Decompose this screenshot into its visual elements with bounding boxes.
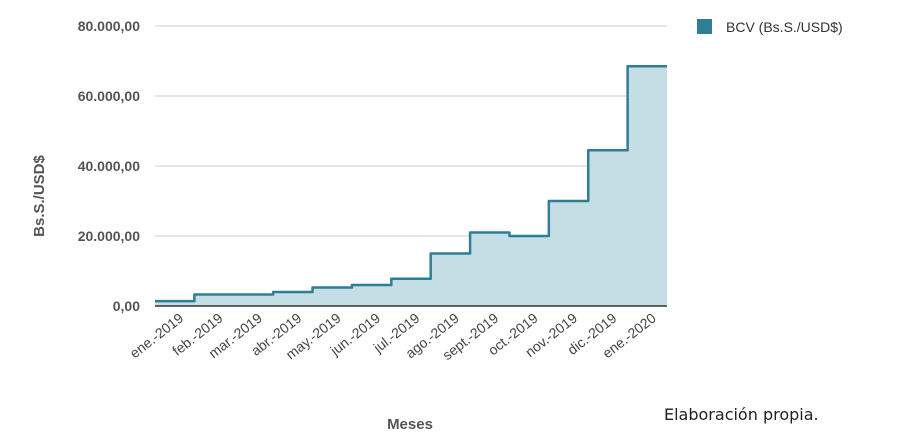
y-axis-ticks: 80.000,00 60.000,00 40.000,00 20.000,00 0,00 — [78, 18, 141, 314]
legend-swatch — [697, 19, 712, 34]
legend: BCV (Bs.S./USD$) — [697, 19, 843, 35]
series-area-fill — [155, 66, 667, 306]
y-tick-label: 40.000,00 — [78, 158, 140, 174]
y-tick-label: 80.000,00 — [78, 18, 140, 34]
x-axis-title: Meses — [387, 416, 433, 433]
source-credit: Elaboración propia. — [664, 405, 819, 424]
y-tick-label: 0,00 — [113, 298, 140, 314]
y-tick-label: 60.000,00 — [78, 88, 140, 104]
series-line — [155, 65, 667, 303]
legend-label: BCV (Bs.S./USD$) — [726, 19, 843, 35]
y-tick-label: 20.000,00 — [78, 228, 140, 244]
x-axis-ticks: ene.-2019feb.-2019mar.-2019abr.-2019may.… — [127, 310, 659, 363]
y-axis-title: Bs.S./USD$ — [31, 154, 48, 236]
